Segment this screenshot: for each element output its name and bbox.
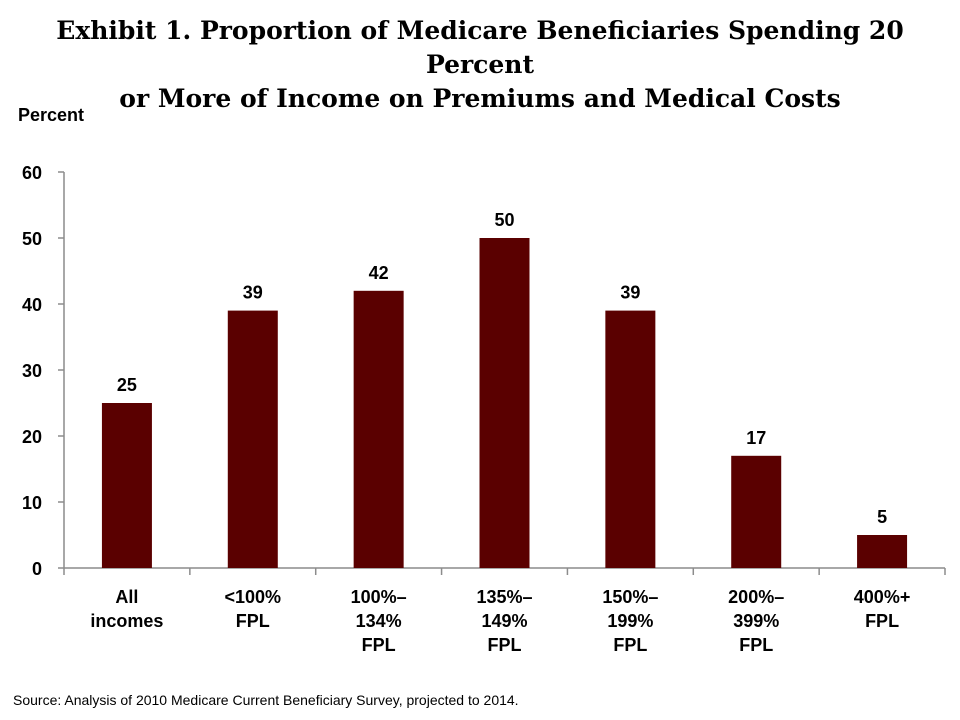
x-tick-label-line: FPL bbox=[236, 611, 270, 631]
x-tick-label-line: incomes bbox=[90, 611, 163, 631]
x-tick-label: 135%– 149% FPL bbox=[476, 587, 532, 655]
x-tick-label-line: 400%+ bbox=[854, 587, 911, 607]
x-tick-label: 400%+ FPL bbox=[854, 587, 911, 631]
data-label: 17 bbox=[746, 428, 766, 448]
data-label: 39 bbox=[620, 283, 640, 303]
y-axis-label: Percent bbox=[18, 105, 84, 125]
x-tick-label-line: FPL bbox=[865, 611, 899, 631]
data-label: 50 bbox=[494, 210, 514, 230]
x-tick-label-line: 150%– bbox=[602, 587, 658, 607]
data-label: 25 bbox=[117, 375, 137, 395]
x-tick-label-line: 134% bbox=[356, 611, 402, 631]
chart-title: Exhibit 1. Proportion of Medicare Benefi… bbox=[0, 14, 960, 116]
y-tick-label: 50 bbox=[22, 229, 42, 249]
bar bbox=[731, 455, 782, 568]
bar bbox=[101, 403, 152, 568]
x-tick-label-line: FPL bbox=[488, 635, 522, 655]
bars bbox=[101, 238, 908, 568]
data-label: 39 bbox=[243, 283, 263, 303]
y-axis-ticks: 0 10 20 30 40 50 60 bbox=[22, 163, 64, 579]
x-tick-label-line: FPL bbox=[739, 635, 773, 655]
x-tick-label-line: FPL bbox=[362, 635, 396, 655]
source-note: Source: Analysis of 2010 Medicare Curren… bbox=[13, 692, 519, 708]
bar bbox=[353, 290, 404, 568]
x-tick-label-line: 200%– bbox=[728, 587, 784, 607]
x-tick-label: All incomes bbox=[90, 587, 163, 631]
x-tick-label: 200%– 399% FPL bbox=[728, 587, 784, 655]
x-tick-label-line: 199% bbox=[607, 611, 653, 631]
y-tick-label: 0 bbox=[32, 559, 42, 579]
bar bbox=[479, 238, 530, 568]
x-tick-label: 100%– 134% FPL bbox=[351, 587, 407, 655]
x-axis-tick-labels: All incomes <100% FPL 100%– 134% FPL 135%– 149% F… bbox=[90, 587, 910, 655]
data-labels: 25 39 42 50 39 17 5 bbox=[117, 210, 887, 527]
y-tick-label: 30 bbox=[22, 361, 42, 381]
bar bbox=[227, 310, 278, 568]
x-tick-label-line: 135%– bbox=[476, 587, 532, 607]
x-tick-label-line: <100% bbox=[225, 587, 282, 607]
data-label: 5 bbox=[877, 507, 887, 527]
x-tick-label: <100% FPL bbox=[225, 587, 282, 631]
y-tick-label: 20 bbox=[22, 427, 42, 447]
y-tick-label: 10 bbox=[22, 493, 42, 513]
chart-title-line-1: Exhibit 1. Proportion of Medicare Benefi… bbox=[56, 16, 904, 79]
x-tick-label-line: FPL bbox=[613, 635, 647, 655]
x-tick-label: 150%– 199% FPL bbox=[602, 587, 658, 655]
x-tick-label-line: 100%– bbox=[351, 587, 407, 607]
data-label: 42 bbox=[369, 263, 389, 283]
x-tick-label-line: 149% bbox=[481, 611, 527, 631]
x-tick-label-line: 399% bbox=[733, 611, 779, 631]
y-tick-label: 40 bbox=[22, 295, 42, 315]
y-tick-label: 60 bbox=[22, 163, 42, 183]
x-tick-label-line: All bbox=[115, 587, 138, 607]
chart-title-line-2: or More of Income on Premiums and Medica… bbox=[119, 84, 841, 113]
bar bbox=[857, 535, 908, 568]
bar bbox=[605, 310, 656, 568]
